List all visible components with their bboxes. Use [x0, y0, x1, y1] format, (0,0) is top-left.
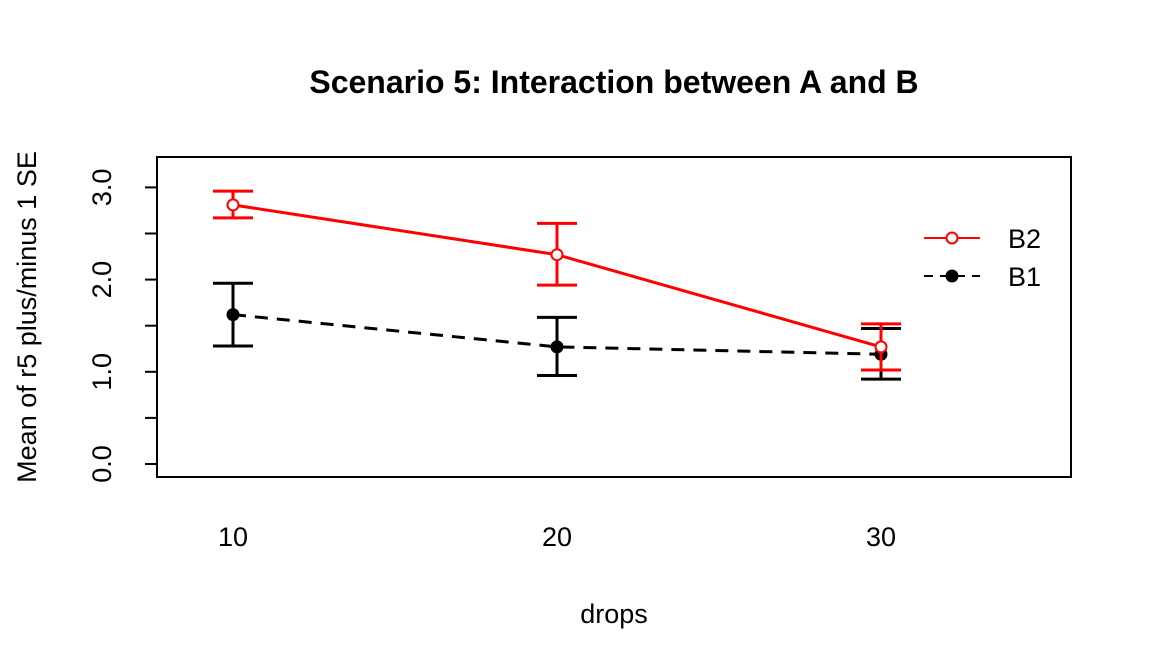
- y-tick-label: 0.0: [87, 445, 117, 483]
- data-point: [226, 308, 240, 322]
- x-axis-label: drops: [580, 599, 648, 629]
- x-tick-label: 10: [218, 522, 248, 552]
- plot-frame: [156, 156, 1072, 478]
- legend-marker: [945, 231, 959, 245]
- y-axis-label: Mean of r5 plus/minus 1 SE: [12, 151, 42, 483]
- legend-item-b2: B2: [924, 224, 1041, 254]
- x-tick-label: 20: [542, 522, 572, 552]
- legend-marker: [945, 269, 959, 283]
- chart-title: Scenario 5: Interaction between A and B: [309, 64, 918, 100]
- y-tick-label: 2.0: [87, 261, 117, 299]
- series-b2: [213, 189, 901, 372]
- data-point: [874, 340, 888, 354]
- series-b1: [213, 281, 901, 381]
- x-axis: 10 20 30: [218, 522, 896, 552]
- legend-label: B1: [1008, 262, 1041, 292]
- y-tick-label: 1.0: [87, 353, 117, 391]
- y-tick-label: 3.0: [87, 169, 117, 207]
- legend-label: B2: [1008, 224, 1041, 254]
- y-axis: 0.0 1.0 2.0 3.0: [87, 169, 158, 483]
- series-layer: [213, 189, 901, 381]
- legend-item-b1: B1: [924, 262, 1041, 292]
- data-point: [226, 198, 240, 212]
- x-tick-label: 30: [866, 522, 896, 552]
- data-point: [550, 340, 564, 354]
- data-point: [550, 248, 564, 262]
